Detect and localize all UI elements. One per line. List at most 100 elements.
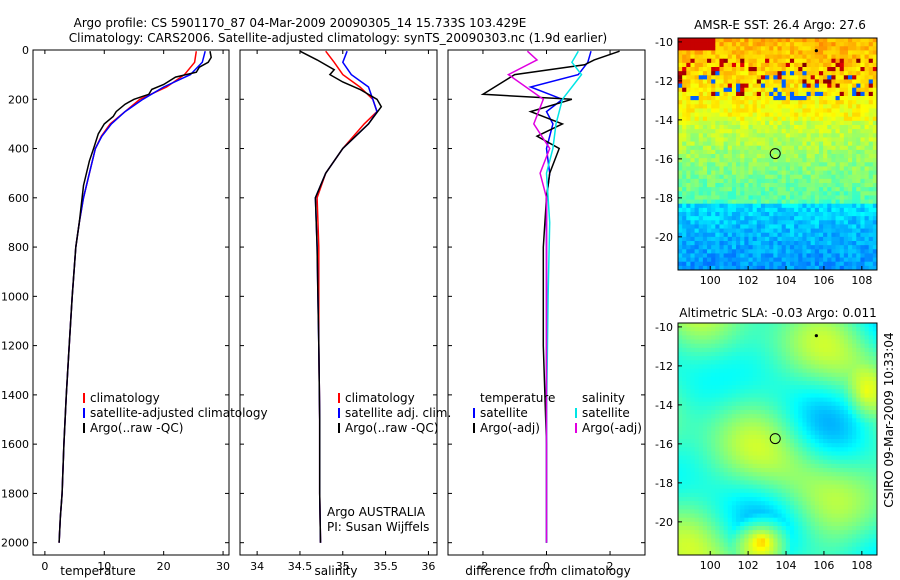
sst-heatmap-cell [740, 133, 745, 138]
sst-heatmap-cell [731, 87, 737, 93]
sst-heatmap-cell [831, 79, 836, 84]
sst-heatmap-cell [868, 129, 874, 134]
sla-heatmap-cell [731, 488, 737, 494]
sst-heatmap-cell [810, 38, 816, 43]
sst-heatmap-cell [860, 212, 865, 217]
sst-heatmap-cell [752, 46, 758, 51]
sst-heatmap-cell [736, 265, 741, 271]
sla-heatmap-cell [868, 343, 874, 349]
sst-heatmap-cell [678, 236, 683, 242]
sst-heatmap-cell [827, 46, 832, 51]
sst-heatmap-cell [731, 62, 737, 68]
sla-heatmap-cell [727, 451, 733, 456]
sla-heatmap-cell [814, 414, 820, 419]
sst-heatmap-cell [707, 149, 712, 155]
sla-heatmap-cell [748, 331, 754, 336]
sst-heatmap-cell [831, 265, 836, 271]
sla-heatmap-cell [823, 472, 828, 477]
sla-heatmap-cell [843, 422, 849, 427]
sst-heatmap-cell [860, 220, 865, 225]
sla-heatmap-cell [860, 364, 865, 369]
sla-heatmap-cell [818, 360, 824, 365]
sst-heatmap-cell [852, 38, 857, 43]
sst-heatmap-cell [756, 212, 762, 217]
sst-heatmap-cell [843, 166, 849, 171]
sst-heatmap-cell [773, 191, 778, 196]
sst-heatmap-cell [794, 116, 799, 122]
sst-heatmap-cell [715, 104, 720, 109]
sla-heatmap-cell [731, 463, 737, 469]
sst-heatmap-cell [760, 216, 766, 221]
sst-heatmap-cell [823, 187, 828, 192]
sst-heatmap-cell [810, 83, 816, 89]
sla-heatmap-cell [823, 360, 828, 365]
sla-heatmap-cell [789, 480, 795, 485]
sla-heatmap-cell [748, 434, 754, 440]
sla-heatmap-cell [839, 434, 845, 440]
sst-xtick-label: 108 [851, 274, 872, 287]
sst-heatmap-cell [806, 67, 812, 72]
sla-heatmap-cell [678, 418, 683, 423]
sla-heatmap-cell [823, 447, 828, 452]
sst-heatmap-cell [798, 87, 803, 93]
sla-heatmap-cell [872, 439, 878, 444]
sst-heatmap-cell [736, 195, 741, 200]
sst-heatmap-cell [810, 100, 816, 105]
sla-heatmap-cell [723, 393, 729, 398]
sla-heatmap-cell [740, 426, 745, 432]
sst-heatmap-cell [686, 170, 691, 176]
sla-heatmap-cell [864, 401, 870, 407]
sst-heatmap-cell [806, 54, 812, 60]
sst-heatmap-cell [702, 178, 708, 184]
sst-heatmap-cell [769, 58, 774, 64]
sst-heatmap-cell [682, 129, 687, 134]
sst-heatmap-cell [769, 100, 774, 105]
sla-heatmap-cell [827, 492, 832, 498]
sla-heatmap-cell [872, 352, 878, 357]
sst-heatmap-cell [715, 265, 720, 271]
sst-heatmap-cell [781, 116, 787, 122]
sla-heatmap-cell [798, 426, 803, 432]
sst-heatmap-cell [682, 216, 687, 221]
sla-heatmap-cell [864, 451, 870, 456]
sla-heatmap-cell [752, 443, 758, 448]
sst-heatmap-cell [835, 120, 841, 126]
sla-heatmap-cell [814, 343, 820, 349]
sla-heatmap-cell [802, 347, 807, 353]
sla-heatmap-cell [682, 347, 687, 353]
sst-heatmap-cell [756, 42, 762, 47]
sla-heatmap-cell [773, 347, 778, 353]
sst-heatmap-cell [856, 183, 861, 188]
sst-heatmap-cell [715, 129, 720, 134]
sla-heatmap-cell [868, 497, 874, 502]
sst-heatmap-cell [872, 62, 878, 68]
sla-heatmap-cell [694, 497, 700, 502]
sst-heatmap-cell [752, 116, 758, 122]
sla-heatmap-cell [740, 401, 745, 407]
sla-heatmap-cell [773, 492, 778, 498]
sst-heatmap-cell [686, 224, 691, 229]
sla-heatmap-cell [736, 480, 741, 485]
sst-heatmap-cell [719, 71, 725, 76]
sst-heatmap-cell [690, 174, 695, 180]
sst-heatmap-cell [723, 141, 729, 147]
sst-heatmap-cell [806, 116, 812, 122]
sst-heatmap-cell [847, 54, 853, 60]
sst-heatmap-cell [748, 166, 754, 171]
sla-heatmap-cell [868, 426, 874, 432]
sst-heatmap-cell [719, 245, 725, 250]
difference-series-salinity-satellite [545, 50, 583, 543]
sst-heatmap-cell [769, 149, 774, 155]
sla-heatmap-cell [727, 468, 733, 473]
sst-heatmap-cell [872, 224, 878, 229]
sla-heatmap-cell [736, 405, 741, 411]
sla-heatmap-cell [686, 455, 691, 461]
sst-heatmap-cell [711, 195, 716, 200]
sst-heatmap-cell [868, 195, 874, 200]
sst-heatmap-cell [707, 75, 712, 80]
sst-heatmap-cell [694, 187, 700, 192]
sla-heatmap-cell [789, 372, 795, 378]
sst-heatmap-cell [823, 232, 828, 238]
sst-heatmap-cell [831, 170, 836, 176]
sla-heatmap-cell [715, 447, 720, 452]
